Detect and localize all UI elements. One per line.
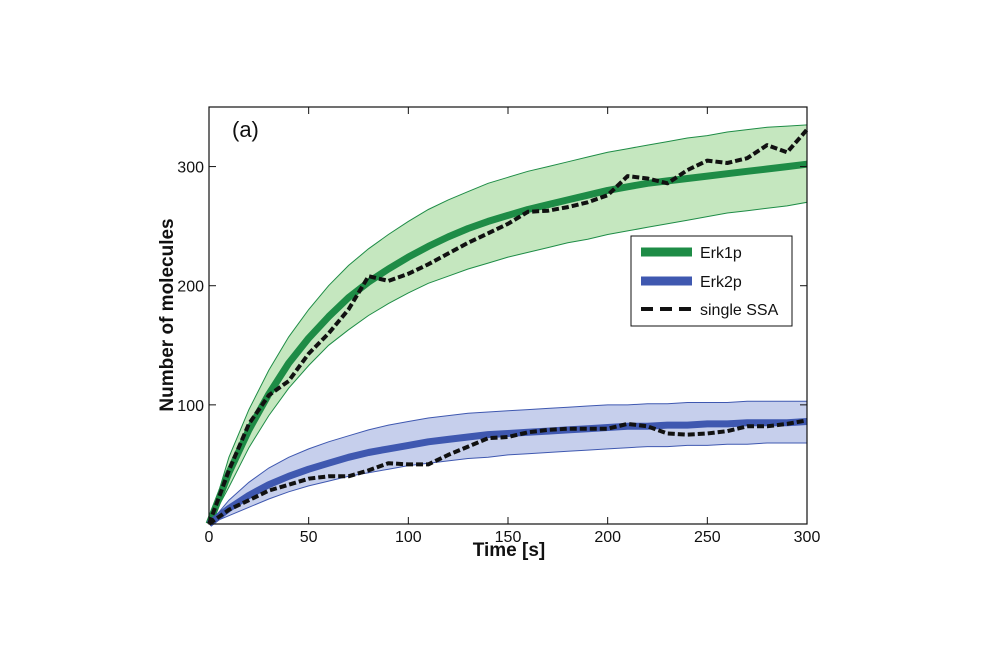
x-tick-label: 150 (495, 529, 522, 546)
x-axis-ticks: 0 50 100 150 200 250 300 (205, 107, 821, 546)
y-tick-label: 200 (177, 279, 204, 296)
x-axis-title: Time [s] (473, 540, 546, 561)
legend-label-erk2p: Erk2p (700, 274, 742, 291)
mean-line-erk2p (206, 418, 808, 527)
x-tick-label: 50 (300, 529, 318, 546)
x-tick-label: 300 (794, 529, 821, 546)
y-axis-title: Number of molecules (157, 218, 178, 411)
y-tick-label: 300 (177, 160, 204, 177)
ssa-line-single-ssa-erk2p (207, 418, 808, 526)
y-axis-ticks: 100 200 300 (177, 160, 807, 415)
plot-area: 0 50 100 150 200 250 300 100 200 300 (177, 106, 821, 546)
y-tick-label: 100 (177, 398, 204, 415)
x-tick-label: 250 (694, 529, 721, 546)
panel-label: (a) (232, 117, 259, 142)
legend-label-erk1p: Erk1p (700, 245, 742, 262)
x-tick-label: 100 (395, 529, 422, 546)
band-erk2p (208, 400, 808, 525)
x-tick-label: 200 (594, 529, 621, 546)
mean-line-erk1p (205, 160, 808, 526)
data-lines (205, 128, 809, 527)
legend: Erk1p Erk2p single SSA (630, 235, 793, 327)
legend-label-single-ssa: single SSA (700, 302, 779, 319)
x-tick-label: 0 (205, 529, 214, 546)
ssa-line-single-ssa-erk1p (207, 128, 809, 525)
